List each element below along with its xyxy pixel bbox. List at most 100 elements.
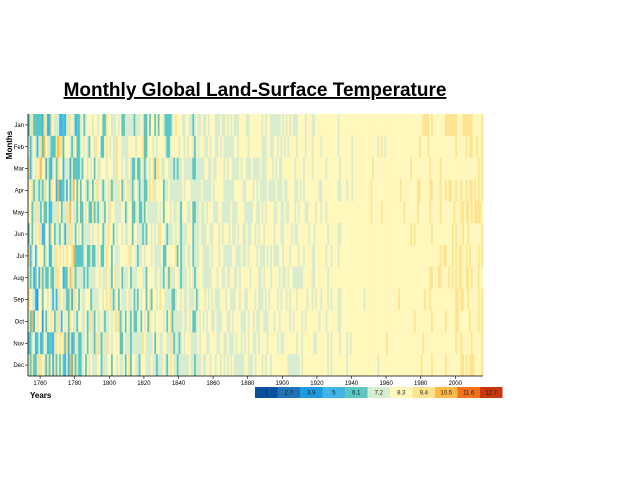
heatmap-cell <box>66 223 69 246</box>
heatmap-cell <box>306 223 309 246</box>
heatmap-cell <box>102 135 105 159</box>
heatmap-cell <box>150 201 153 224</box>
heatmap-cell <box>275 179 278 202</box>
heatmap-cell <box>420 114 423 137</box>
heatmap-cell <box>130 354 133 377</box>
heatmap-cell <box>290 266 294 290</box>
heatmap-cell <box>308 354 311 377</box>
heatmap-cell <box>123 223 126 246</box>
heatmap-cell <box>232 179 235 202</box>
heatmap-cell <box>315 201 318 224</box>
heatmap-cell <box>249 245 252 268</box>
heatmap-cell <box>81 201 84 224</box>
heatmap-cell <box>256 310 259 333</box>
heatmap-cell <box>97 179 100 202</box>
heatmap-cell <box>114 135 117 159</box>
heatmap-cell <box>386 354 389 377</box>
heatmap-cell <box>476 114 479 137</box>
heatmap-cell <box>472 135 475 159</box>
heatmap-cell <box>441 310 444 333</box>
heatmap-cell <box>287 201 290 224</box>
heatmap-cell <box>304 245 307 268</box>
heatmap-cell <box>479 310 482 333</box>
heatmap-cell <box>181 201 185 224</box>
heatmap-cell <box>271 114 275 137</box>
heatmap-cell <box>301 157 304 180</box>
heatmap-cell <box>313 245 316 268</box>
heatmap-cell <box>211 223 214 246</box>
heatmap-cell <box>214 114 217 137</box>
heatmap-cell <box>47 201 50 224</box>
heatmap-cell <box>342 245 345 268</box>
heatmap-cell <box>285 354 288 377</box>
heatmap-cell <box>436 223 439 246</box>
heatmap-cell <box>339 332 342 355</box>
heatmap-cell <box>303 179 306 202</box>
heatmap-cell <box>240 135 243 159</box>
heatmap-cell <box>299 135 302 159</box>
heatmap-cell <box>249 114 252 137</box>
heatmap-cell <box>436 179 439 202</box>
heatmap-cell <box>325 201 328 224</box>
heatmap-cell <box>377 157 380 180</box>
heatmap-cell <box>183 288 186 311</box>
heatmap-cell <box>353 157 356 180</box>
heatmap-cell <box>386 310 389 333</box>
heatmap-cell <box>43 223 46 246</box>
heatmap-cell <box>469 201 472 224</box>
heatmap-cell <box>370 114 373 137</box>
heatmap-cell <box>176 201 179 224</box>
heatmap-cell <box>100 223 103 246</box>
heatmap-cell <box>55 266 58 290</box>
heatmap-cell <box>389 223 392 246</box>
heatmap-cell <box>128 245 131 268</box>
heatmap-cell <box>463 332 467 355</box>
x-tick-label: 1940 <box>345 381 359 387</box>
heatmap-cell <box>367 266 370 290</box>
heatmap-cell <box>308 223 311 246</box>
heatmap-cell <box>142 332 145 355</box>
heatmap-cell <box>154 354 157 377</box>
heatmap-cell <box>292 354 295 377</box>
heatmap-cell <box>393 157 396 180</box>
heatmap-cell <box>202 354 205 377</box>
heatmap-cell <box>434 114 437 137</box>
heatmap-cell <box>322 179 325 202</box>
heatmap-cell <box>346 354 349 377</box>
heatmap-cell <box>268 354 271 377</box>
heatmap-cell <box>145 114 148 137</box>
heatmap-cell <box>230 310 233 333</box>
heatmap-cell <box>90 135 93 159</box>
heatmap-cell <box>88 135 91 159</box>
heatmap-cell <box>287 266 290 290</box>
heatmap-cell <box>197 266 200 290</box>
heatmap-cell <box>143 157 146 180</box>
heatmap-cell <box>76 266 79 290</box>
heatmap-cell <box>457 223 460 246</box>
heatmap-cell <box>57 114 60 137</box>
heatmap-cell <box>341 157 344 180</box>
heatmap-cell <box>457 179 460 202</box>
heatmap-cell <box>214 201 217 224</box>
heatmap-cell <box>45 157 48 180</box>
heatmap-cell <box>353 223 356 246</box>
heatmap-cell <box>368 354 371 377</box>
heatmap-cell <box>221 332 224 355</box>
heatmap-cell <box>429 332 432 355</box>
heatmap-cell <box>368 179 371 202</box>
heatmap-cell <box>147 179 150 202</box>
heatmap-cell <box>57 201 60 224</box>
heatmap-cell <box>259 179 262 202</box>
heatmap-cell <box>194 288 197 311</box>
heatmap-cell <box>297 310 300 333</box>
heatmap-cell <box>398 288 401 311</box>
heatmap-cell <box>327 332 330 355</box>
heatmap-cell <box>277 288 280 311</box>
heatmap-cell <box>97 354 100 377</box>
heatmap-cell <box>223 354 226 377</box>
heatmap-cell <box>289 114 292 137</box>
heatmap-cell <box>299 157 302 180</box>
heatmap-cell <box>119 223 122 246</box>
heatmap-cell <box>88 266 91 290</box>
heatmap-cell <box>406 223 409 246</box>
